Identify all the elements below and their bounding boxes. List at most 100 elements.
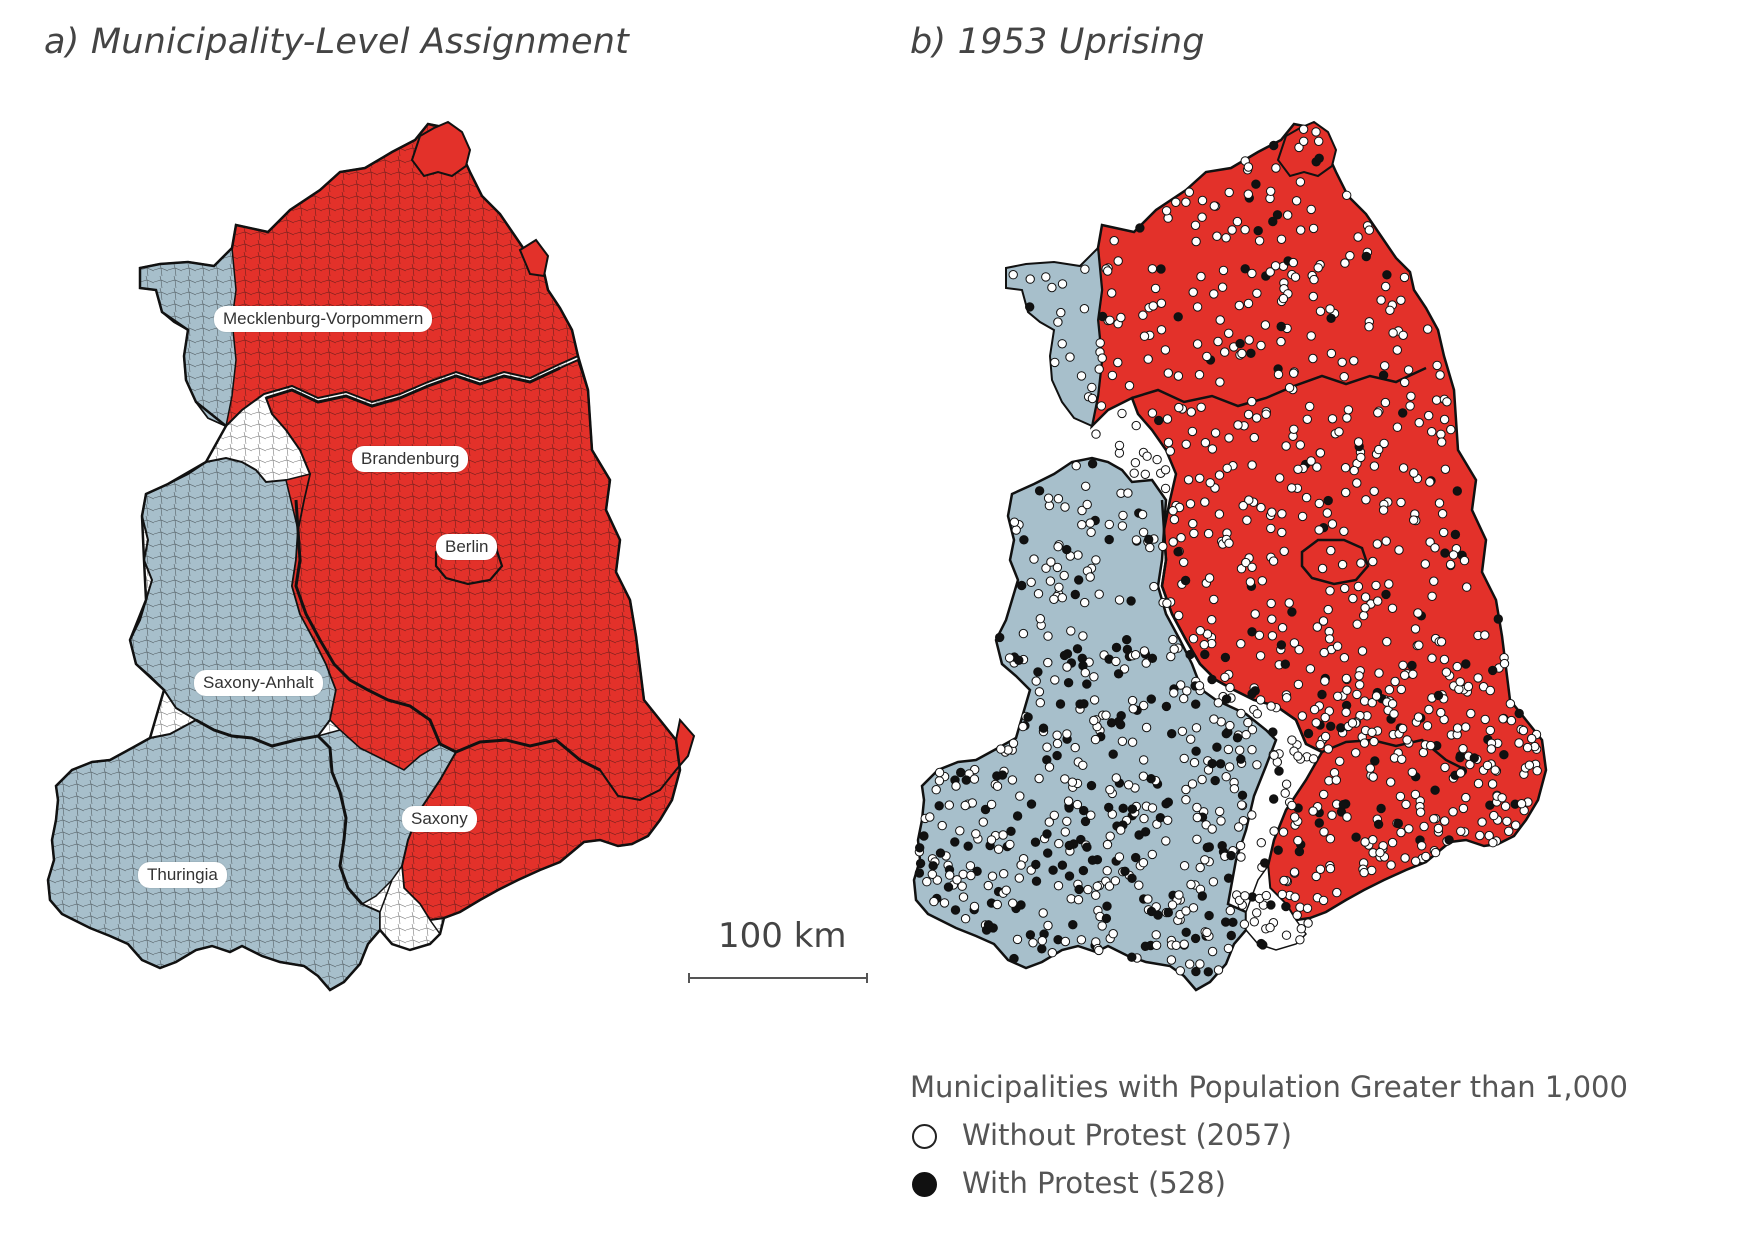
municipality-without-protest-marker [1232,216,1243,227]
municipality-without-protest-marker [1441,667,1452,677]
municipality-without-protest-marker [1332,887,1342,898]
filled-circle-icon [912,1172,937,1197]
municipality-without-protest-marker [1282,693,1292,703]
municipality-without-protest-marker [1341,673,1352,684]
municipality-without-protest-marker [1142,451,1152,461]
map-panel-b [912,120,1548,992]
municipality-without-protest-marker [1225,682,1235,693]
municipality-without-protest-marker [1374,444,1384,455]
municipality-with-protest-marker [1055,699,1066,709]
municipality-with-protest-marker [1087,459,1098,469]
municipality-without-protest-marker [1137,509,1148,520]
municipality-without-protest-marker [1071,461,1081,471]
municipality-without-protest-marker [1192,802,1202,813]
municipality-without-protest-marker [1342,812,1352,822]
municipality-with-protest-marker [1191,966,1201,977]
label-mecklenburg-vorpommern: Mecklenburg-Vorpommern [214,306,433,332]
municipality-with-protest-marker [1273,845,1283,855]
municipality-without-protest-marker [1187,426,1198,437]
municipality-without-protest-marker [1215,315,1225,325]
municipality-without-protest-marker [1183,475,1194,485]
municipality-without-protest-marker [1433,823,1444,834]
municipality-with-protest-marker [980,804,991,815]
municipality-without-protest-marker [1293,751,1303,761]
municipality-with-protest-marker [1461,659,1471,669]
municipality-without-protest-marker [932,875,943,885]
municipality-without-protest-marker [1089,672,1099,682]
municipality-without-protest-marker [1293,835,1303,846]
municipality-without-protest-marker [1289,638,1300,648]
municipality-without-protest-marker [1485,725,1495,736]
municipality-without-protest-marker [1109,236,1119,246]
municipality-without-protest-marker [1454,684,1464,694]
municipality-without-protest-marker [1369,486,1379,496]
municipality-without-protest-marker [1104,519,1115,530]
municipality-without-protest-marker [1355,680,1365,690]
municipality-without-protest-marker [1029,554,1039,564]
municipality-without-protest-marker [1047,282,1057,293]
municipality-without-protest-marker [931,785,941,795]
municipality-without-protest-marker [1278,827,1289,837]
municipality-without-protest-marker [1134,880,1144,890]
municipality-with-protest-marker [1113,669,1124,679]
municipality-without-protest-marker [1113,357,1123,368]
municipality-with-protest-marker [1223,873,1234,883]
municipality-without-protest-marker [1212,231,1222,241]
municipality-without-protest-marker [1097,353,1107,363]
municipality-without-protest-marker [1306,456,1316,466]
municipality-without-protest-marker [1171,940,1181,950]
municipality-without-protest-marker [1325,304,1335,314]
municipality-without-protest-marker [1323,604,1333,615]
municipality-without-protest-marker [1011,525,1021,535]
municipality-with-protest-marker [1326,721,1336,731]
municipality-without-protest-marker [1034,773,1044,784]
municipality-without-protest-marker [1080,264,1090,274]
municipality-without-protest-marker [1123,488,1133,498]
municipality-without-protest-marker [1511,820,1521,830]
municipality-with-protest-marker [1220,652,1231,663]
municipality-with-protest-marker [919,831,929,841]
municipality-without-protest-marker [1139,700,1149,711]
municipality-without-protest-marker [1296,225,1306,235]
municipality-without-protest-marker [1279,546,1289,556]
municipality-without-protest-marker [1147,408,1158,418]
municipality-without-protest-marker [1162,414,1173,424]
municipality-without-protest-marker [1459,555,1470,566]
municipality-without-protest-marker [1034,687,1045,697]
municipality-without-protest-marker [1194,681,1205,691]
municipality-without-protest-marker [1168,634,1178,645]
municipality-without-protest-marker [1297,511,1308,522]
municipality-without-protest-marker [1398,660,1408,670]
municipality-without-protest-marker [1252,908,1262,918]
municipality-without-protest-marker [1524,760,1535,770]
municipality-without-protest-marker [1385,305,1395,315]
municipality-with-protest-marker [1102,901,1112,911]
municipality-with-protest-marker [1269,140,1279,151]
municipality-without-protest-marker [1207,946,1218,957]
municipality-without-protest-marker [1243,298,1254,309]
municipality-without-protest-marker [1308,754,1319,764]
municipality-without-protest-marker [1389,709,1399,719]
municipality-without-protest-marker [1082,499,1092,510]
municipality-without-protest-marker [1140,469,1150,479]
municipality-with-protest-marker [995,632,1005,643]
municipality-with-protest-marker [1072,644,1083,654]
municipality-without-protest-marker [1429,576,1439,586]
legend: Municipalities with Population Greater t… [910,1070,1628,1200]
municipality-without-protest-marker [1367,698,1377,708]
municipality-without-protest-marker [1409,515,1419,525]
municipality-without-protest-marker [1094,945,1104,956]
municipality-without-protest-marker [1488,838,1498,848]
municipality-without-protest-marker [1423,324,1433,334]
municipality-without-protest-marker [1485,685,1495,696]
municipality-with-protest-marker [1433,690,1444,701]
municipality-without-protest-marker [1375,847,1385,858]
municipality-without-protest-marker [1005,839,1015,850]
municipality-without-protest-marker [1455,768,1466,778]
municipality-with-protest-marker [1080,816,1091,827]
municipality-with-protest-marker [1108,749,1118,759]
municipality-without-protest-marker [1431,395,1442,405]
municipality-without-protest-marker [1097,921,1107,931]
municipality-without-protest-marker [1275,473,1285,483]
municipality-without-protest-marker [1181,197,1191,207]
